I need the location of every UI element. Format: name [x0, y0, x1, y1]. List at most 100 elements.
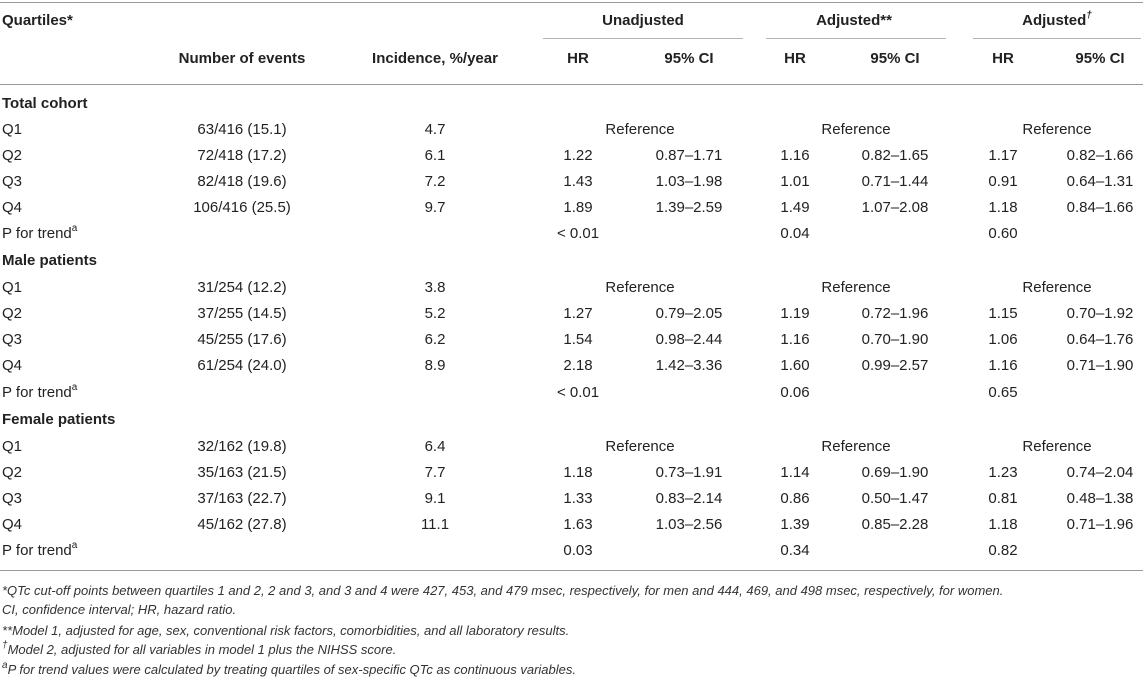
- row-label: Q2: [2, 147, 23, 164]
- events-cell: 37/255 (14.5): [197, 305, 287, 322]
- adjusted2-hr-cell: 1.15: [988, 305, 1018, 322]
- unadjusted-ci-cell: 1.03–1.98: [655, 173, 723, 190]
- incidence-cell: 7.2: [424, 173, 446, 190]
- unadjusted-ci-cell: 0.79–2.05: [655, 305, 723, 322]
- events-cell: 45/162 (27.8): [197, 516, 287, 533]
- unadjusted-hr-cell: 1.22: [563, 147, 593, 164]
- adjusted1-hr-cell: 1.16: [780, 331, 810, 348]
- adjusted1-reference: Reference: [821, 438, 891, 455]
- events-cell: 82/418 (19.6): [197, 173, 287, 190]
- unadjusted-hr-cell: 2.18: [563, 357, 593, 374]
- adjusted1-trend: 0.06: [780, 384, 810, 401]
- adjusted1-trend: 0.34: [780, 542, 810, 559]
- adjusted1-hr-cell: 1.14: [780, 464, 810, 481]
- events-cell: 63/416 (15.1): [197, 121, 287, 138]
- unadjusted-hr-cell: 1.18: [563, 464, 593, 481]
- adjusted1-hr-cell: 1.39: [780, 516, 810, 533]
- header-quartiles: Quartiles*: [2, 12, 73, 29]
- adjusted2-hr-cell: 0.81: [988, 490, 1018, 507]
- section-title: Female patients: [2, 411, 116, 428]
- adjusted2-reference: Reference: [1022, 121, 1092, 138]
- header-bottom-rule: [0, 84, 1143, 85]
- events-cell: 31/254 (12.2): [197, 279, 287, 296]
- adjusted2-ci-cell: 0.82–1.66: [1066, 147, 1134, 164]
- unadjusted-ci-cell: 0.98–2.44: [655, 331, 723, 348]
- row-label: Q3: [2, 490, 23, 507]
- footnote-abbreviations: CI, confidence interval; HR, hazard rati…: [2, 602, 237, 617]
- unadjusted-ci-cell: 1.39–2.59: [655, 199, 723, 216]
- adjusted1-hr-cell: 1.01: [780, 173, 810, 190]
- adjusted2-ci-cell: 0.84–1.66: [1066, 199, 1134, 216]
- adjusted2-hr-cell: 0.91: [988, 173, 1018, 190]
- incidence-cell: 6.4: [424, 438, 446, 455]
- adjusted1-span-rule: [766, 38, 946, 39]
- header-adjusted1-ci: 95% CI: [870, 50, 920, 67]
- adjusted2-ci-cell: 0.71–1.96: [1066, 516, 1134, 533]
- trend-label: P for trenda: [2, 540, 78, 560]
- adjusted1-ci-cell: 1.07–2.08: [861, 199, 929, 216]
- adjusted1-ci-cell: 0.50–1.47: [861, 490, 929, 507]
- table-top-rule: [0, 2, 1143, 3]
- events-cell: 35/163 (21.5): [197, 464, 287, 481]
- unadjusted-ci-cell: 0.83–2.14: [655, 490, 723, 507]
- events-cell: 45/255 (17.6): [197, 331, 287, 348]
- header-unadjusted-hr: HR: [567, 50, 589, 67]
- unadjusted-ci-cell: 0.87–1.71: [655, 147, 723, 164]
- footnote-quartile-cutoffs: *QTc cut-off points between quartiles 1 …: [2, 583, 1004, 598]
- row-label: Q1: [2, 438, 23, 455]
- header-adjusted-model1: Adjusted**: [816, 12, 892, 29]
- adjusted2-hr-cell: 1.23: [988, 464, 1018, 481]
- adjusted2-ci-cell: 0.70–1.92: [1066, 305, 1134, 322]
- section-title: Total cohort: [2, 95, 88, 112]
- unadjusted-hr-cell: 1.89: [563, 199, 593, 216]
- row-label: Q3: [2, 331, 23, 348]
- adjusted2-ci-cell: 0.48–1.38: [1066, 490, 1134, 507]
- footnote-trend: aP for trend values were calculated by t…: [2, 659, 576, 677]
- adjusted2-ci-cell: 0.74–2.04: [1066, 464, 1134, 481]
- footnote-model2: †Model 2, adjusted for all variables in …: [2, 639, 397, 657]
- unadjusted-hr-cell: 1.54: [563, 331, 593, 348]
- events-cell: 32/162 (19.8): [197, 438, 287, 455]
- adjusted2-hr-cell: 1.18: [988, 199, 1018, 216]
- incidence-cell: 9.1: [424, 490, 446, 507]
- header-adjusted2-hr: HR: [992, 50, 1014, 67]
- unadjusted-reference: Reference: [605, 279, 675, 296]
- incidence-cell: 6.1: [424, 147, 446, 164]
- adjusted1-trend: 0.04: [780, 225, 810, 242]
- header-unadjusted-ci: 95% CI: [664, 50, 714, 67]
- unadjusted-ci-cell: 1.03–2.56: [655, 516, 723, 533]
- header-adjusted2-ci: 95% CI: [1075, 50, 1125, 67]
- adjusted2-hr-cell: 1.06: [988, 331, 1018, 348]
- unadjusted-ci-cell: 1.42–3.36: [655, 357, 723, 374]
- header-adjusted1-hr: HR: [784, 50, 806, 67]
- incidence-cell: 8.9: [424, 357, 446, 374]
- incidence-cell: 5.2: [424, 305, 446, 322]
- unadjusted-ci-cell: 0.73–1.91: [655, 464, 723, 481]
- adjusted1-hr-cell: 1.49: [780, 199, 810, 216]
- unadjusted-trend: < 0.01: [556, 225, 600, 242]
- adjusted2-reference: Reference: [1022, 438, 1092, 455]
- header-number-of-events: Number of events: [178, 50, 306, 67]
- unadjusted-hr-cell: 1.43: [563, 173, 593, 190]
- adjusted2-trend: 0.82: [988, 542, 1018, 559]
- adjusted2-ci-cell: 0.64–1.31: [1066, 173, 1134, 190]
- row-label: Q4: [2, 199, 23, 216]
- trend-label: P for trenda: [2, 382, 78, 402]
- adjusted1-hr-cell: 1.19: [780, 305, 810, 322]
- unadjusted-trend: 0.03: [563, 542, 593, 559]
- row-label: Q3: [2, 173, 23, 190]
- events-cell: 72/418 (17.2): [197, 147, 287, 164]
- adjusted1-ci-cell: 0.71–1.44: [861, 173, 929, 190]
- events-cell: 106/416 (25.5): [193, 199, 291, 216]
- adjusted1-hr-cell: 1.60: [780, 357, 810, 374]
- incidence-cell: 6.2: [424, 331, 446, 348]
- adjusted1-hr-cell: 1.16: [780, 147, 810, 164]
- unadjusted-span-rule: [543, 38, 743, 39]
- adjusted1-ci-cell: 0.69–1.90: [861, 464, 929, 481]
- incidence-cell: 11.1: [420, 516, 450, 533]
- adjusted1-reference: Reference: [821, 279, 891, 296]
- row-label: Q2: [2, 305, 23, 322]
- table-bottom-rule: [0, 570, 1143, 571]
- dagger-mark: †: [1086, 10, 1092, 21]
